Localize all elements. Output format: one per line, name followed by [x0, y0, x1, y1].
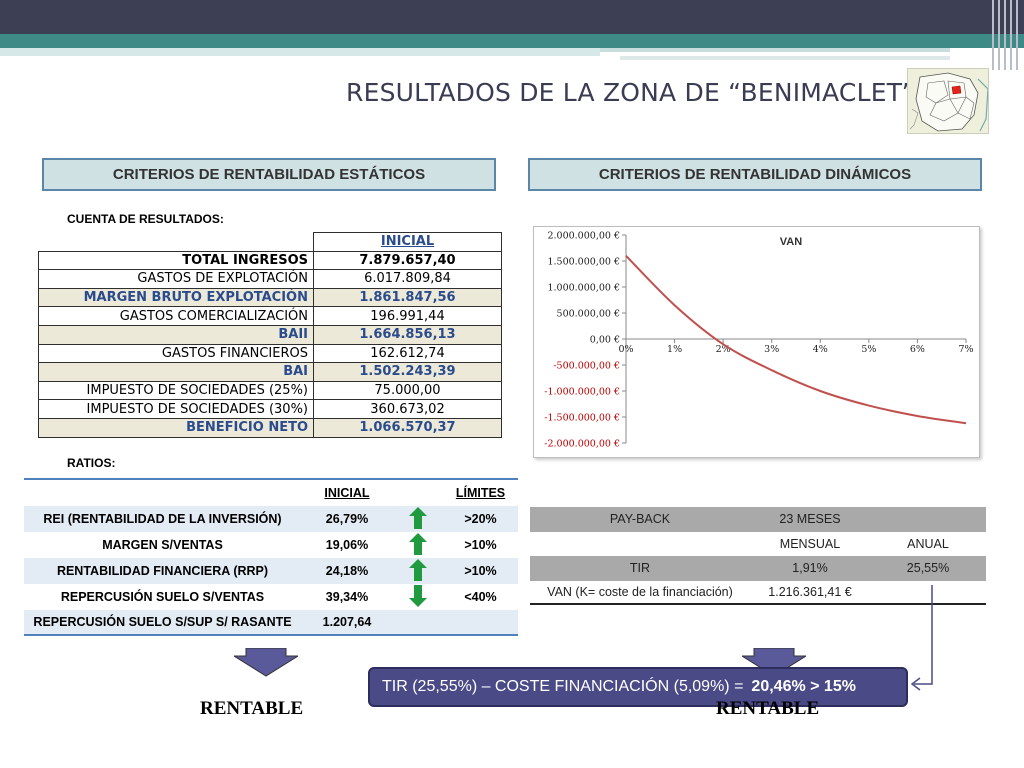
dynamic-verdict: RENTABLE — [716, 698, 820, 719]
table-row: BENEFICIO NETO 1.066.570,37 — [38, 417, 502, 438]
down-arrow-icon — [742, 648, 806, 677]
arrow-down-icon — [409, 584, 427, 607]
ratios-table: INICIAL LÍMITES REI (RENTABILIDAD DE LA … — [24, 478, 518, 636]
x-tick-label: 4% — [813, 344, 828, 355]
x-tick-label: 2% — [716, 344, 731, 355]
table-row: IMPUESTO DE SOCIEDADES (30%) 360.673,02 — [38, 399, 502, 419]
chart-title: VAN — [780, 236, 802, 248]
header-light-stripe — [0, 48, 600, 56]
table-row: MARGEN BRUTO EXPLOTACIÓN 1.861.847,56 — [38, 287, 502, 308]
table-row: TOTAL INGRESOS 7.879.657,40 — [38, 250, 502, 271]
tir-row: TIR 1,91% 25,55% — [530, 556, 986, 581]
header-accent-bar — [0, 34, 1024, 48]
header-bar — [0, 0, 1024, 34]
arrow-up-icon — [409, 506, 427, 529]
column-header-limites: LÍMITES — [455, 486, 506, 500]
period-header-row: MENSUAL ANUAL — [779, 536, 949, 551]
y-tick-label: 1.500.000,00 € — [547, 257, 620, 268]
table-row: MARGEN S/VENTAS 19,06% >10% — [24, 532, 518, 558]
ratios-header-row: INICIAL LÍMITES — [24, 478, 518, 506]
van-chart: 2.000.000,00 € 1.500.000,00 € 1.000.000,00… — [533, 226, 980, 458]
column-header-inicial: INICIAL — [324, 486, 370, 500]
y-tick-label: -1.500.000,00 € — [544, 413, 620, 424]
callout-result: 20,46% > 15% — [751, 678, 856, 695]
payback-table: PAY-BACK 23 MESES MENSUAL ANUAL TIR 1,91… — [530, 507, 986, 605]
van-chart-svg: 2.000.000,00 € 1.500.000,00 € 1.000.000,00… — [544, 231, 973, 450]
down-arrow-icon — [234, 648, 298, 677]
table-row: BAI 1.502.243,39 — [38, 362, 502, 382]
dynamic-criteria-header: CRITERIOS DE RENTABILIDAD DINÁMICOS — [528, 158, 982, 191]
van-row: VAN (K= coste de la financiación) 1.216.… — [530, 581, 986, 605]
y-tick-label: 500.000,00 € — [557, 309, 620, 320]
ratios-label: RATIOS: — [67, 456, 116, 470]
y-tick-label: -500.000,00 € — [553, 361, 620, 372]
van-series-line — [625, 255, 967, 425]
header-vertical-lines — [990, 0, 1024, 70]
cuenta-label: CUENTA DE RESULTADOS: — [67, 212, 224, 226]
arrow-up-icon — [409, 558, 427, 581]
x-tick-label: 6% — [910, 344, 925, 355]
table-row: GASTOS COMERCIALIZACIÓN 196.991,44 — [38, 306, 502, 326]
x-tick-label: 1% — [667, 344, 682, 355]
static-verdict: RENTABLE — [200, 698, 304, 719]
table-row: GASTOS FINANCIEROS 162.612,74 — [38, 343, 502, 364]
header-stripe — [620, 56, 950, 60]
y-tick-label: -2.000.000,00 € — [544, 439, 620, 450]
x-tick-label: 0% — [618, 344, 633, 355]
table-row: REPERCUSIÓN SUELO S/VENTAS 39,34% <40% — [24, 584, 518, 610]
x-tick-label: 7% — [958, 344, 973, 355]
column-header-inicial: INICIAL — [380, 234, 435, 250]
district-map — [907, 68, 989, 134]
table-row: IMPUESTO DE SOCIEDADES (25%) 75.000,00 — [38, 380, 502, 401]
table-row: REPERCUSIÓN SUELO S/SUP S/ RASANTE 1.207… — [24, 610, 518, 636]
x-tick-label: 3% — [764, 344, 779, 355]
table-row: BAII 1.664.856,13 — [38, 324, 502, 345]
income-statement-table: INICIAL TOTAL INGRESOS 7.879.657,40 GASTO… — [38, 232, 502, 438]
y-tick-label: 2.000.000,00 € — [547, 231, 620, 242]
page-title: RESULTADOS DE LA ZONA DE “BENIMACLET” — [346, 78, 915, 107]
header-stripe — [600, 48, 950, 52]
arrow-up-icon — [409, 532, 427, 555]
callout-text: TIR (25,55%) – COSTE FINANCIACIÓN (5,09%… — [382, 678, 744, 695]
y-tick-label: 0,00 € — [590, 335, 620, 346]
x-tick-label: 5% — [861, 344, 876, 355]
table-row: GASTOS DE EXPLOTACIÓN 6.017.809,84 — [38, 269, 502, 289]
y-tick-label: -1.000.000,00 € — [544, 387, 620, 398]
table-row: RENTABILIDAD FINANCIERA (RRP) 24,18% >10… — [24, 558, 518, 584]
payback-row: PAY-BACK 23 MESES — [530, 507, 986, 532]
tir-callout: TIR (25,55%) – COSTE FINANCIACIÓN (5,09%… — [368, 667, 908, 707]
y-tick-label: 1.000.000,00 € — [547, 283, 620, 294]
connector-arrow — [910, 585, 933, 691]
static-criteria-header: CRITERIOS DE RENTABILIDAD ESTÁTICOS — [42, 158, 496, 191]
table-row: REI (RENTABILIDAD DE LA INVERSIÓN) 26,79… — [24, 506, 518, 532]
